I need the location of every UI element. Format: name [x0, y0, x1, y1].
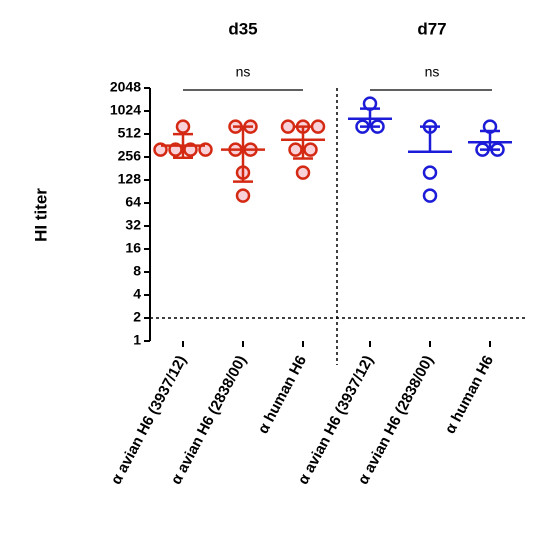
- data-point: [280, 119, 296, 134]
- annotation: ns: [425, 64, 440, 80]
- y-tick-label: 2048: [110, 79, 141, 95]
- data-point: [422, 165, 438, 180]
- y-tick-label: 2: [133, 309, 141, 325]
- data-point: [303, 142, 318, 157]
- group-label: d77: [417, 19, 446, 38]
- y-tick-label: 8: [133, 263, 141, 279]
- y-tick-label: 128: [118, 171, 142, 187]
- y-axis-label: HI titer: [31, 188, 50, 242]
- y-tick-label: 256: [118, 148, 142, 164]
- group-label: d35: [228, 19, 257, 38]
- data-point: [310, 119, 326, 134]
- data-point: [235, 188, 251, 203]
- annotation: ns: [236, 64, 251, 80]
- x-tick-label: α human H6: [442, 353, 497, 437]
- data-point: [295, 165, 311, 180]
- y-tick-label: 1024: [110, 102, 141, 118]
- y-tick-label: 1: [133, 332, 141, 348]
- x-tick-label: α human H6: [255, 353, 310, 437]
- y-tick-label: 16: [125, 240, 141, 256]
- y-tick-label: 512: [118, 125, 142, 141]
- data-point: [422, 188, 438, 203]
- data-point: [288, 142, 303, 157]
- y-tick-label: 4: [133, 286, 141, 302]
- y-tick-label: 32: [125, 217, 141, 233]
- data-point: [175, 119, 191, 134]
- y-tick-label: 64: [125, 194, 141, 210]
